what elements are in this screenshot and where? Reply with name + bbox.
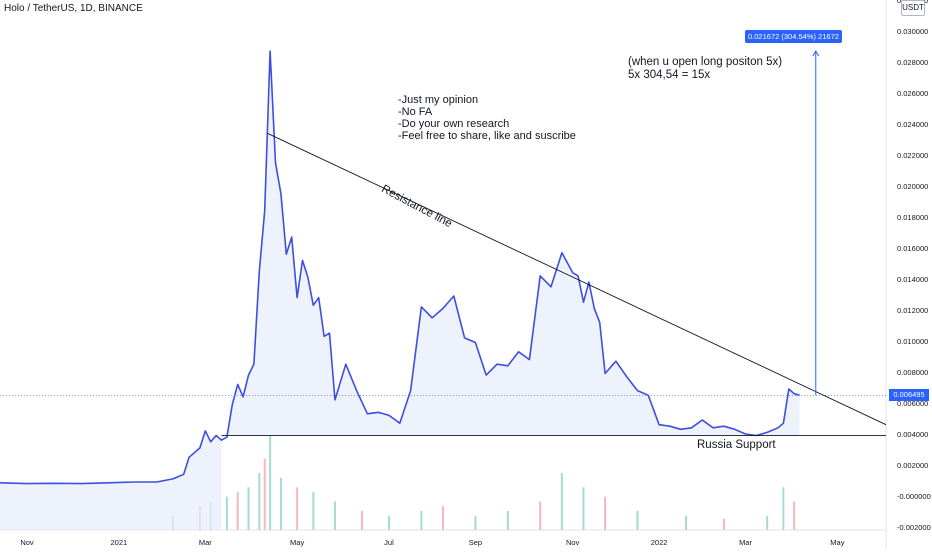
current-price-tag: 0.006495: [889, 389, 929, 401]
price-axis-label: 0.012000: [897, 306, 928, 315]
time-axis-label: Mar: [199, 538, 212, 547]
price-axis-label: 0.030000: [897, 27, 928, 36]
price-axis-label: 0.026000: [897, 89, 928, 98]
time-axis-label: 2021: [111, 538, 128, 547]
support-line-label: Russia Support: [697, 439, 776, 451]
volume-bar: [225, 496, 228, 530]
volume-bar: [636, 511, 639, 530]
volume-bar: [279, 477, 282, 530]
volume-bar: [793, 501, 796, 530]
volume-bar: [539, 501, 542, 530]
volume-bar: [263, 458, 266, 530]
time-axis-label: May: [290, 538, 304, 547]
resistance-line: [267, 132, 887, 426]
volume-bar: [387, 515, 390, 530]
time-axis-label: Nov: [566, 538, 580, 547]
volume-bar: [582, 487, 585, 530]
time-axis-label: Mar: [739, 538, 752, 547]
price-axis-label: 0.028000: [897, 58, 928, 67]
position-note-line1: (when u open long positon 5x): [628, 56, 783, 68]
volume-bar: [766, 515, 769, 530]
price-line: [0, 50, 800, 485]
volume-bar: [247, 487, 250, 530]
volume-bar: [685, 515, 688, 530]
volume-bar: [722, 518, 725, 530]
price-axis-label: -0.000000: [897, 492, 931, 501]
symbol-title: Holo / TetherUS, 1D, BINANCE: [4, 3, 143, 14]
currency-scale-button[interactable]: USDT: [901, 0, 925, 16]
price-axis-label: 0.010000: [897, 337, 928, 346]
time-axis-label: 2022: [651, 538, 668, 547]
volume-bar: [258, 473, 261, 530]
price-axis-label: 0.004000: [897, 430, 928, 439]
position-note-line2: 5x 304,54 = 15x: [628, 69, 711, 81]
price-axis-label: 0.022000: [897, 151, 928, 160]
price-axis-label: 0.014000: [897, 275, 928, 284]
volume-bar: [360, 511, 363, 530]
volume-bar: [474, 515, 477, 530]
time-axis-label: Nov: [20, 538, 34, 547]
price-axis-label: 0.002000: [897, 461, 928, 470]
price-axis-label: 0.018000: [897, 213, 928, 222]
opinion-note: -Just my opinion -No FA -Do your own res…: [398, 94, 576, 142]
volume-bar: [296, 487, 299, 530]
time-axis-label: May: [830, 538, 844, 547]
volume-bar: [782, 487, 785, 530]
price-axis-label: 0.006000: [897, 399, 928, 408]
measure-tag: 0.021672 (304.54%) 21672: [745, 30, 842, 43]
volume-bar: [236, 492, 239, 530]
price-axis-label: 0.020000: [897, 182, 928, 191]
time-axis-label: Sep: [469, 538, 482, 547]
price-axis-label: 0.024000: [897, 120, 928, 129]
volume-bar: [442, 506, 444, 530]
price-area-fill: [0, 51, 800, 530]
price-axis-label: -0.002000: [897, 523, 931, 532]
price-axis-label: 0.008000: [897, 368, 928, 377]
volume-bar: [269, 435, 272, 530]
volume-bar: [506, 511, 509, 530]
volume-bar: [312, 492, 315, 530]
price-axis-label: 0.016000: [897, 244, 928, 253]
volume-bar: [420, 511, 423, 530]
volume-bar: [560, 473, 563, 530]
time-axis-label: Jul: [384, 538, 394, 547]
volume-bar: [604, 496, 607, 530]
volume-bar: [333, 501, 336, 530]
measure-arrowhead: [812, 50, 820, 57]
